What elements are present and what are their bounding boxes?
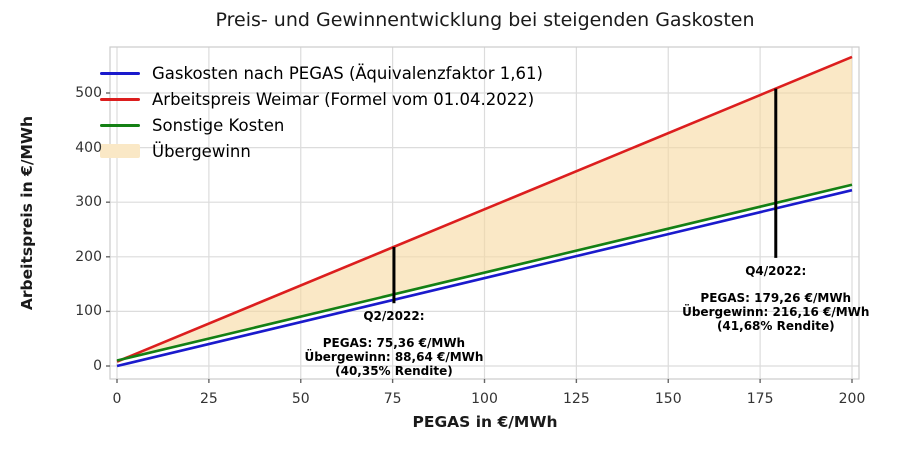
y-tick-label: 300 bbox=[75, 194, 102, 211]
annotation-line: PEGAS: 75,36 €/MWh bbox=[322, 336, 466, 351]
legend-label: Sonstige Kosten bbox=[152, 115, 285, 135]
y-tick-label: 100 bbox=[75, 303, 102, 320]
x-axis-label: PEGAS in €/MWh bbox=[412, 413, 558, 431]
x-tick-label: 125 bbox=[563, 391, 590, 407]
y-tick-label: 200 bbox=[75, 248, 102, 265]
legend-patch-swatch bbox=[100, 144, 140, 158]
x-tick-label: 75 bbox=[383, 391, 402, 407]
arbeitspreis-line bbox=[116, 55, 853, 363]
legend-label: Gaskosten nach PEGAS (Äquivalenzfaktor 1… bbox=[152, 63, 543, 83]
annotation-q4-2022: Q4/2022: PEGAS: 179,26 €/MWh Übergewinn:… bbox=[682, 264, 869, 333]
x-tick-label: 100 bbox=[471, 391, 498, 407]
chart-title: Preis- und Gewinnentwicklung bei steigen… bbox=[215, 9, 755, 31]
annotation-header: Q2/2022: bbox=[363, 309, 425, 324]
y-tick-label: 500 bbox=[75, 85, 102, 101]
annotation-q2-2022: Q2/2022: PEGAS: 75,36 €/MWh Übergewinn: … bbox=[304, 309, 483, 378]
legend-line-swatch bbox=[100, 123, 140, 127]
gaskosten-line bbox=[116, 188, 853, 368]
annotation-line: (41,68% Rendite) bbox=[716, 318, 835, 333]
x-tick-label: 0 bbox=[112, 391, 122, 407]
annotation-line: PEGAS: 179,26 €/MWh bbox=[700, 290, 852, 305]
annotation-header: Q4/2022: bbox=[745, 263, 807, 278]
annotation-line: Übergewinn: 88,64 €/MWh bbox=[304, 350, 484, 365]
annotation-line: Übergewinn: 216,16 €/MWh bbox=[682, 304, 870, 319]
annotation-line: (40,35% Rendite) bbox=[335, 364, 453, 379]
x-tick-label: 200 bbox=[838, 391, 866, 407]
legend-item-arbeitspreis: Arbeitspreis Weimar (Formel vom 01.04.20… bbox=[100, 86, 543, 112]
legend-label: Arbeitspreis Weimar (Formel vom 01.04.20… bbox=[152, 89, 535, 109]
legend-item-gaskosten: Gaskosten nach PEGAS (Äquivalenzfaktor 1… bbox=[100, 60, 543, 86]
y-tick-label: 400 bbox=[75, 139, 102, 156]
y-axis-label: Arbeitspreis in €/MWh bbox=[18, 115, 36, 311]
x-tick-label: 50 bbox=[291, 391, 310, 407]
x-tick-label: 175 bbox=[746, 391, 774, 407]
legend-line-swatch bbox=[100, 71, 140, 75]
legend-line-swatch bbox=[100, 97, 140, 101]
legend-item-uebergewinn: Übergewinn bbox=[100, 138, 543, 164]
y-tick-label: 0 bbox=[93, 358, 102, 374]
x-tick-label: 150 bbox=[654, 391, 682, 407]
sonstige-kosten-line bbox=[116, 183, 853, 362]
x-tick-label: 25 bbox=[199, 391, 218, 407]
legend-item-sonstige-kosten: Sonstige Kosten bbox=[100, 112, 543, 138]
legend: Gaskosten nach PEGAS (Äquivalenzfaktor 1… bbox=[100, 60, 543, 164]
legend-label: Übergewinn bbox=[152, 141, 251, 161]
